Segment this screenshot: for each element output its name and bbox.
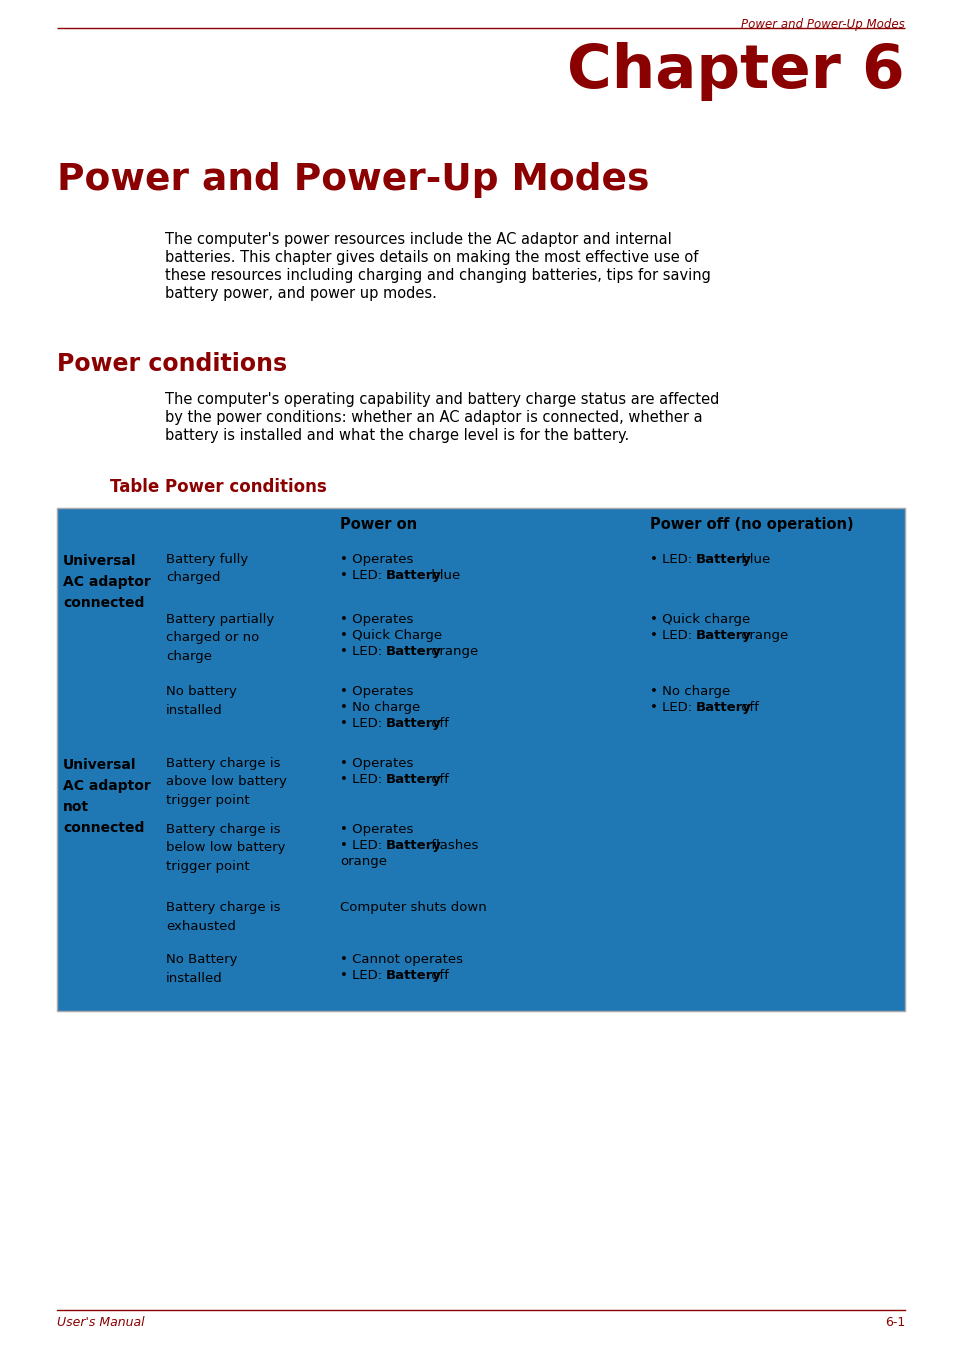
Text: Power and Power-Up Modes: Power and Power-Up Modes bbox=[57, 162, 649, 199]
Text: The computer's operating capability and battery charge status are affected: The computer's operating capability and … bbox=[165, 392, 719, 407]
Text: • Cannot operates: • Cannot operates bbox=[339, 952, 462, 966]
Text: Battery partially
charged or no
charge: Battery partially charged or no charge bbox=[166, 613, 274, 663]
Bar bbox=[332, 677, 641, 748]
Text: Universal
AC adaptor
connected: Universal AC adaptor connected bbox=[63, 554, 151, 611]
Text: Universal
AC adaptor
not
connected: Universal AC adaptor not connected bbox=[63, 758, 151, 835]
Text: off: off bbox=[427, 969, 449, 982]
Text: orange: orange bbox=[737, 630, 788, 642]
Text: these resources including charging and changing batteries, tips for saving: these resources including charging and c… bbox=[165, 267, 710, 282]
Text: Battery fully
charged: Battery fully charged bbox=[166, 553, 248, 585]
Text: Battery: Battery bbox=[385, 839, 441, 852]
Bar bbox=[332, 605, 641, 677]
Bar bbox=[57, 544, 160, 748]
Text: flashes: flashes bbox=[427, 839, 478, 852]
Text: • LED:: • LED: bbox=[339, 717, 390, 730]
Bar bbox=[641, 677, 904, 748]
Text: • Operates: • Operates bbox=[339, 823, 413, 836]
Text: • LED:: • LED: bbox=[649, 630, 700, 642]
Bar bbox=[332, 815, 641, 893]
Bar bbox=[641, 815, 904, 893]
Text: • LED:: • LED: bbox=[339, 969, 390, 982]
Text: Power on: Power on bbox=[339, 517, 416, 532]
Text: Power conditions: Power conditions bbox=[57, 353, 287, 376]
Text: • No charge: • No charge bbox=[649, 685, 729, 698]
Text: Battery: Battery bbox=[385, 717, 441, 730]
Text: The computer's power resources include the AC adaptor and internal: The computer's power resources include t… bbox=[165, 232, 671, 247]
Text: off: off bbox=[427, 773, 449, 786]
Bar bbox=[332, 893, 641, 944]
Bar bbox=[57, 508, 904, 1011]
Bar bbox=[332, 508, 641, 544]
Text: • Quick charge: • Quick charge bbox=[649, 613, 749, 626]
Text: • Operates: • Operates bbox=[339, 757, 413, 770]
Text: Battery charge is
below low battery
trigger point: Battery charge is below low battery trig… bbox=[166, 823, 285, 873]
Text: • No charge: • No charge bbox=[339, 701, 420, 713]
Text: 6-1: 6-1 bbox=[883, 1316, 904, 1329]
Text: • LED:: • LED: bbox=[649, 553, 700, 566]
Text: • LED:: • LED: bbox=[649, 701, 700, 713]
Text: orange: orange bbox=[427, 644, 478, 658]
Text: battery is installed and what the charge level is for the battery.: battery is installed and what the charge… bbox=[165, 428, 629, 443]
Bar bbox=[160, 677, 332, 748]
Text: Battery: Battery bbox=[385, 644, 441, 658]
Text: off: off bbox=[427, 717, 449, 730]
Text: Battery charge is
above low battery
trigger point: Battery charge is above low battery trig… bbox=[166, 757, 287, 807]
Bar bbox=[332, 944, 641, 1011]
Bar bbox=[641, 508, 904, 544]
Text: Battery: Battery bbox=[695, 553, 751, 566]
Text: Battery: Battery bbox=[385, 773, 441, 786]
Text: by the power conditions: whether an AC adaptor is connected, whether a: by the power conditions: whether an AC a… bbox=[165, 409, 702, 426]
Text: Battery: Battery bbox=[385, 969, 441, 982]
Text: No battery
installed: No battery installed bbox=[166, 685, 236, 716]
Text: Battery: Battery bbox=[385, 569, 441, 582]
Text: • LED:: • LED: bbox=[339, 644, 390, 658]
Text: • Operates: • Operates bbox=[339, 613, 413, 626]
Text: • Quick Charge: • Quick Charge bbox=[339, 630, 441, 642]
Text: Chapter 6: Chapter 6 bbox=[567, 42, 904, 101]
Text: Computer shuts down: Computer shuts down bbox=[339, 901, 486, 915]
Text: • LED:: • LED: bbox=[339, 569, 390, 582]
Text: User's Manual: User's Manual bbox=[57, 1316, 145, 1329]
Text: • Operates: • Operates bbox=[339, 685, 413, 698]
Text: battery power, and power up modes.: battery power, and power up modes. bbox=[165, 286, 436, 301]
Bar bbox=[641, 893, 904, 944]
Bar bbox=[160, 748, 332, 815]
Bar bbox=[641, 748, 904, 815]
Text: Battery: Battery bbox=[695, 630, 751, 642]
Text: blue: blue bbox=[737, 553, 770, 566]
Text: Power off (no operation): Power off (no operation) bbox=[649, 517, 853, 532]
Text: Battery: Battery bbox=[695, 701, 751, 713]
Text: • LED:: • LED: bbox=[339, 839, 390, 852]
Text: • Operates: • Operates bbox=[339, 553, 413, 566]
Bar bbox=[57, 508, 332, 544]
Bar bbox=[160, 944, 332, 1011]
Bar bbox=[332, 544, 641, 605]
Bar bbox=[641, 544, 904, 605]
Text: Power and Power-Up Modes: Power and Power-Up Modes bbox=[740, 18, 904, 31]
Text: Table Power conditions: Table Power conditions bbox=[110, 478, 327, 496]
Bar bbox=[332, 748, 641, 815]
Bar bbox=[160, 893, 332, 944]
Text: • LED:: • LED: bbox=[339, 773, 390, 786]
Text: Battery charge is
exhausted: Battery charge is exhausted bbox=[166, 901, 280, 932]
Bar bbox=[641, 944, 904, 1011]
Bar bbox=[641, 605, 904, 677]
Bar bbox=[160, 544, 332, 605]
Text: orange: orange bbox=[339, 855, 387, 867]
Text: No Battery
installed: No Battery installed bbox=[166, 952, 237, 985]
Text: blue: blue bbox=[427, 569, 460, 582]
Bar bbox=[57, 748, 160, 1011]
Text: batteries. This chapter gives details on making the most effective use of: batteries. This chapter gives details on… bbox=[165, 250, 698, 265]
Text: off: off bbox=[737, 701, 759, 713]
Bar bbox=[160, 605, 332, 677]
Bar bbox=[160, 815, 332, 893]
